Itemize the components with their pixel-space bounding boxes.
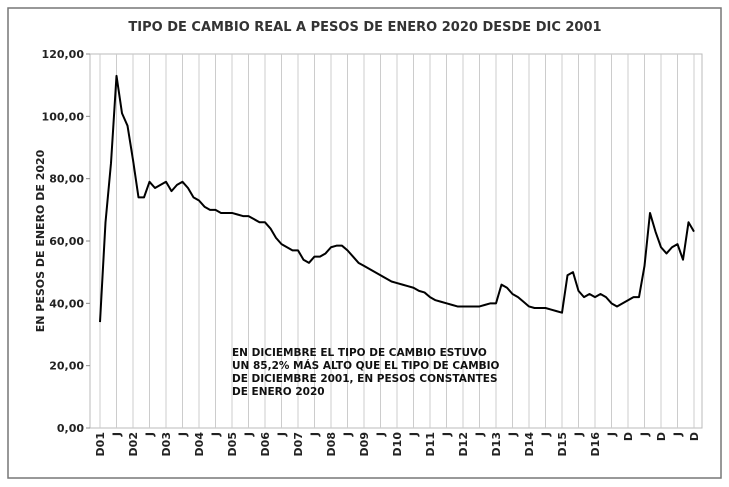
x-tick-label: J (210, 432, 223, 437)
y-tick-label: 120,00 (42, 48, 85, 61)
x-tick-label: D16 (589, 432, 602, 457)
x-tick-label: J (375, 432, 388, 437)
x-tick-label: J (144, 432, 157, 437)
x-tick-label: J (573, 432, 586, 437)
x-tick-label: D04 (193, 432, 206, 457)
x-tick-label: D10 (391, 432, 404, 457)
x-tick-label: D11 (424, 432, 437, 456)
x-tick-label: J (606, 432, 619, 437)
x-tick-label: J (276, 432, 289, 437)
x-tick-label: D02 (127, 432, 140, 456)
y-axis-label: EN PESOS DE ENERO DE 2020 (34, 149, 47, 332)
x-tick-label: J (309, 432, 322, 437)
x-tick-label: D14 (523, 432, 536, 457)
x-tick-label: D (655, 432, 668, 441)
x-tick-label: J (639, 432, 652, 437)
x-tick-label: D07 (292, 432, 305, 456)
x-tick-label: D15 (556, 432, 569, 456)
x-tick-label: J (408, 432, 421, 437)
data-line (99, 74, 695, 323)
x-tick-label: J (672, 432, 685, 437)
x-tick-label: D (688, 432, 701, 441)
x-tick-label: D12 (457, 432, 470, 456)
x-tick-label: D05 (226, 432, 239, 456)
y-tick-label: 0,00 (57, 422, 84, 435)
x-tick-label: J (507, 432, 520, 437)
x-tick-label: J (111, 432, 124, 437)
y-tick-label: 80,00 (49, 173, 84, 186)
x-tick-label: D03 (160, 432, 173, 456)
y-tick-label: 100,00 (42, 110, 85, 123)
x-tick-label: J (177, 432, 190, 437)
x-tick-label: D13 (490, 432, 503, 456)
x-tick-label: J (243, 432, 256, 437)
x-tick-label: D (622, 432, 635, 441)
y-tick-label: 20,00 (49, 360, 84, 373)
frame (7, 7, 722, 479)
chart-title: TIPO DE CAMBIO REAL A PESOS DE ENERO 202… (128, 20, 601, 35)
y-tick-label: 40,00 (49, 297, 84, 310)
x-tick-label: D01 (94, 432, 107, 456)
x-tick-label: D09 (358, 432, 371, 456)
annotation: EN DICIEMBRE EL TIPO DE CAMBIO ESTUVO UN… (232, 347, 500, 398)
x-tick-label: J (474, 432, 487, 437)
y-tick-label: 60,00 (49, 235, 84, 248)
x-tick-label: J (540, 432, 553, 437)
x-tick-label: D06 (259, 432, 272, 457)
x-tick-label: J (441, 432, 454, 437)
x-tick-label: J (342, 432, 355, 437)
x-tick-label: D08 (325, 432, 338, 456)
